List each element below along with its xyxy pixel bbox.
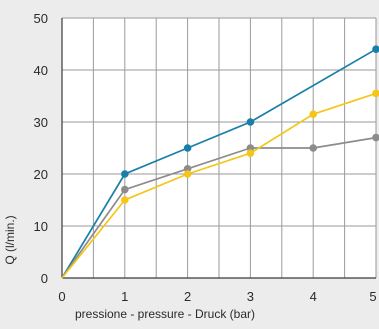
- y-tick-label: 20: [34, 167, 48, 182]
- x-tick-label: 5: [369, 289, 376, 304]
- data-point: [183, 165, 192, 173]
- y-tick-label: 0: [41, 271, 48, 286]
- series-line: [61, 92, 377, 279]
- data-point: [121, 196, 129, 204]
- data-point: [309, 110, 318, 118]
- x-axis-label: pressione - pressure - Druck (bar): [75, 307, 255, 321]
- x-tick-label: 3: [247, 289, 254, 304]
- axes: [61, 18, 376, 279]
- data-point: [246, 118, 255, 126]
- tick-labels: 0 10 20 30 40 50 0 1 2 3 4 5: [34, 11, 377, 304]
- data-point: [372, 133, 379, 142]
- data-point: [372, 45, 379, 53]
- data-point: [183, 144, 192, 152]
- data-point: [246, 144, 255, 152]
- x-tick-label: 0: [58, 289, 65, 304]
- x-tick-label: 2: [184, 289, 191, 304]
- y-tick-label: 10: [34, 219, 48, 234]
- y-tick-label: 30: [34, 115, 48, 130]
- data-point: [372, 89, 379, 98]
- data-point: [183, 170, 192, 178]
- series-group: [61, 45, 379, 279]
- y-tick-label: 40: [34, 63, 48, 78]
- series-1: [61, 45, 379, 279]
- data-point: [246, 149, 255, 157]
- series-3: [61, 89, 379, 279]
- data-point: [309, 144, 318, 152]
- series-2: [61, 133, 379, 279]
- series-line: [61, 136, 377, 279]
- x-tick-label: 1: [121, 289, 128, 304]
- data-point: [121, 170, 129, 178]
- y-tick-label: 50: [34, 11, 48, 26]
- grid: [62, 17, 377, 278]
- x-tick-label: 4: [310, 289, 317, 304]
- y-axis-label: Q (l/min.): [3, 215, 17, 264]
- data-point: [121, 185, 129, 194]
